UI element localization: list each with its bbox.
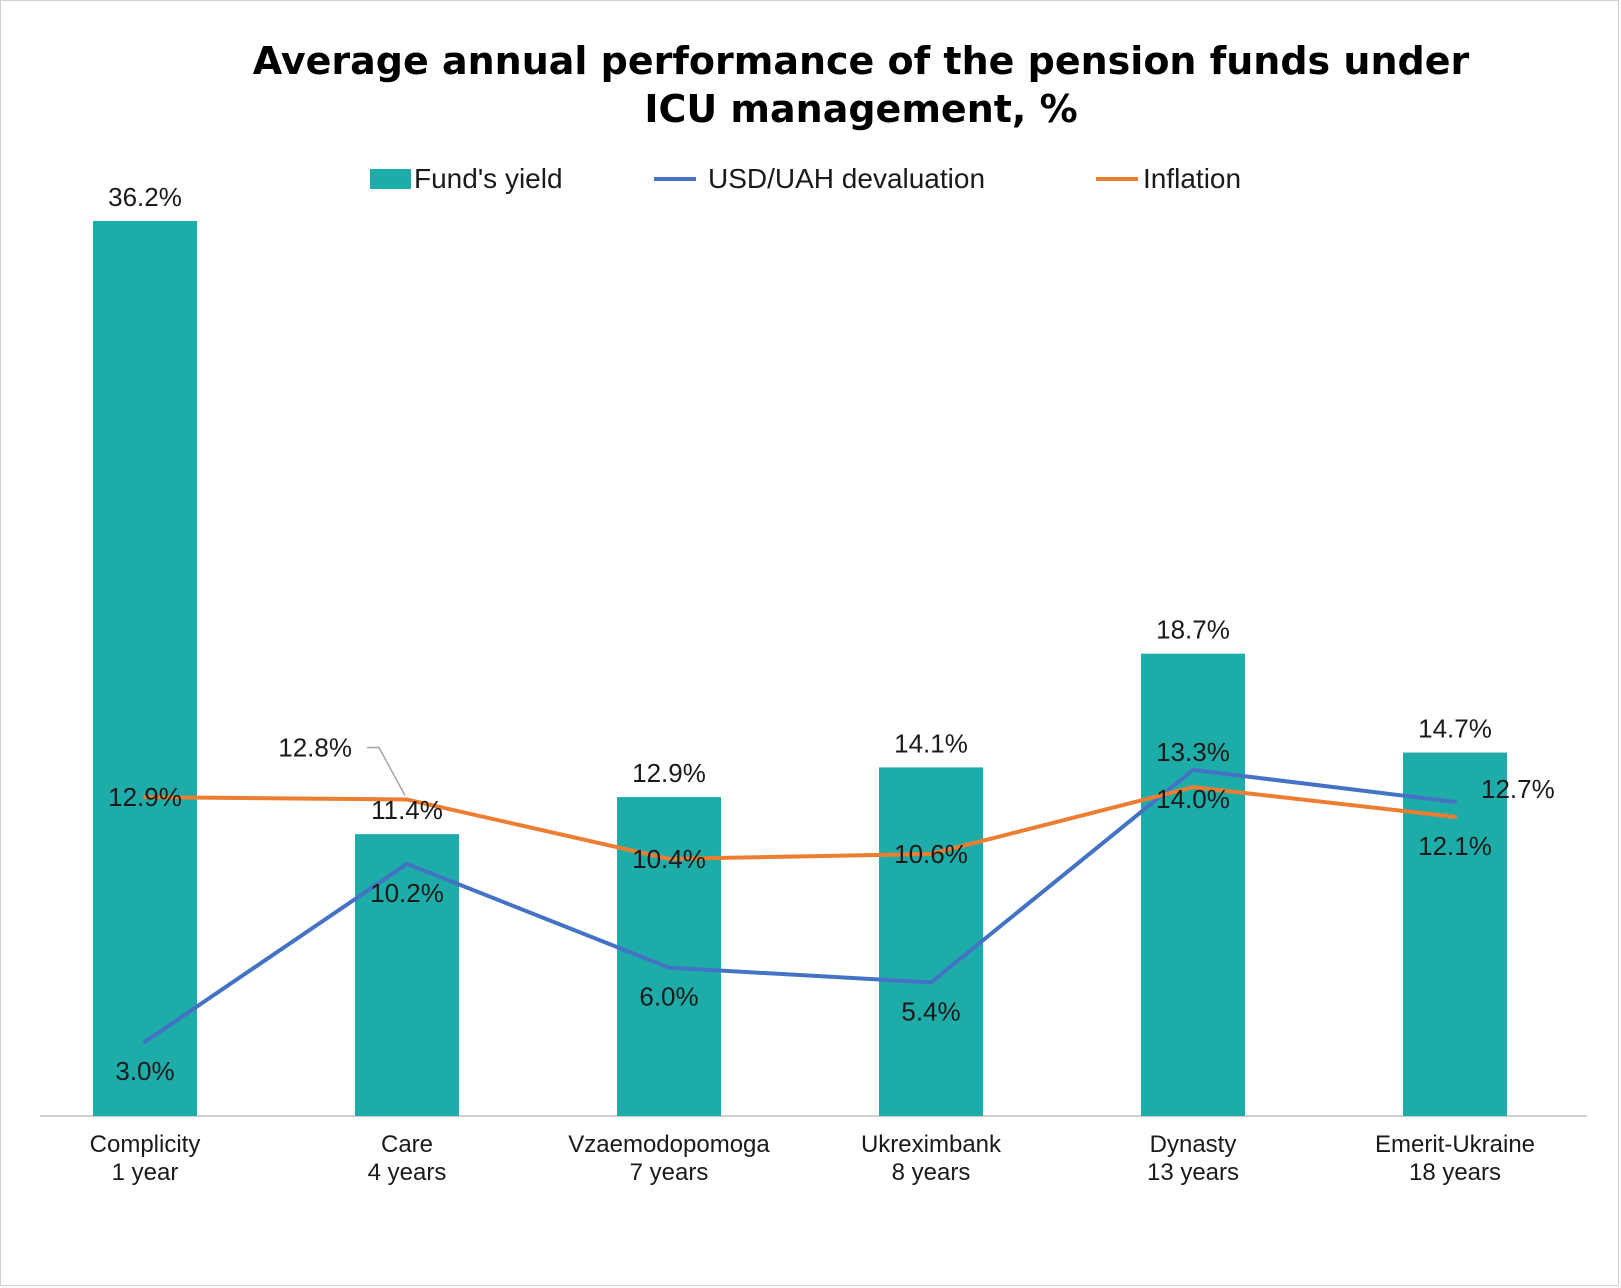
x-tick-fund-age: 8 years — [892, 1159, 971, 1186]
x-tick-fund-age: 1 year — [112, 1159, 179, 1186]
x-tick-label: Complicity 1 year — [90, 1131, 201, 1186]
x-tick-label: Care 4 years — [368, 1131, 447, 1186]
leader-line-inflation-care — [367, 746, 406, 796]
x-tick-label: Ukreximbank 8 years — [861, 1131, 1002, 1186]
bar-funds-yield — [1141, 653, 1245, 1116]
data-labels: 36.2% 11.4% 12.9% 14.1% 18.7% 14.7% 3.0% 10.2% 6… — [108, 182, 1555, 1086]
data-label-usd-uah-devaluation: 10.2% — [370, 878, 444, 908]
bar-funds-yield — [93, 221, 197, 1116]
bar-funds-yield — [1403, 752, 1507, 1116]
x-tick-fund-name: Dynasty — [1150, 1131, 1237, 1158]
data-label-funds-yield: 11.4% — [371, 795, 443, 825]
legend-swatch-funds-yield — [370, 169, 411, 189]
x-tick-fund-name: Complicity — [90, 1131, 201, 1158]
data-label-funds-yield: 14.7% — [1418, 714, 1492, 744]
data-label-usd-uah-devaluation: 5.4% — [901, 996, 960, 1026]
x-tick-label: Vzaemodopomoga 7 years — [568, 1131, 770, 1186]
x-tick-fund-age: 4 years — [368, 1159, 447, 1186]
x-tick-fund-age: 13 years — [1147, 1159, 1239, 1186]
chart-title-line-1: Average annual performance of the pensio… — [252, 39, 1470, 83]
x-tick-fund-name: Ukreximbank — [861, 1131, 1002, 1158]
x-tick-fund-age: 18 years — [1409, 1159, 1501, 1186]
data-label-usd-uah-devaluation: 12.7% — [1481, 774, 1555, 804]
chart-title: Average annual performance of the pensio… — [161, 37, 1561, 133]
data-label-inflation: 12.9% — [108, 782, 182, 812]
bar-series — [93, 221, 1507, 1116]
legend-label-usd-uah-devaluation: USD/UAH devaluation — [708, 163, 985, 194]
data-label-inflation: 12.1% — [1418, 831, 1492, 861]
x-tick-fund-name: Care — [381, 1131, 433, 1158]
legend: Fund's yield USD/UAH devaluation Inflati… — [370, 163, 1241, 194]
line-series — [143, 746, 1457, 1044]
line-usd-uah-devaluation — [143, 767, 1457, 1044]
x-tick-fund-name: Vzaemodopomoga — [568, 1131, 770, 1158]
legend-label-inflation: Inflation — [1143, 163, 1241, 194]
data-label-inflation: 10.4% — [632, 844, 706, 874]
bar-funds-yield — [879, 767, 983, 1116]
data-label-inflation: 10.6% — [894, 839, 968, 869]
x-tick-label: Emerit-Ukraine 18 years — [1375, 1131, 1535, 1186]
data-label-usd-uah-devaluation: 14.0% — [1156, 784, 1230, 814]
data-label-usd-uah-devaluation: 3.0% — [115, 1056, 174, 1086]
legend-label-funds-yield: Fund's yield — [414, 163, 563, 194]
data-label-usd-uah-devaluation: 6.0% — [639, 982, 698, 1012]
chart-title-line-2: ICU management, % — [644, 87, 1078, 131]
x-tick-label: Dynasty 13 years — [1147, 1131, 1239, 1186]
data-label-inflation: 13.3% — [1156, 737, 1230, 767]
data-label-funds-yield: 18.7% — [1156, 615, 1230, 645]
x-tick-fund-age: 7 years — [630, 1159, 709, 1186]
data-label-funds-yield: 36.2% — [108, 182, 182, 212]
data-label-funds-yield: 14.1% — [894, 728, 968, 758]
line-inflation — [143, 785, 1457, 861]
data-label-funds-yield: 12.9% — [632, 758, 706, 788]
x-axis-tick-labels: Complicity 1 year Care 4 years Vzaemodopomog… — [90, 1131, 1535, 1186]
x-tick-fund-name: Emerit-Ukraine — [1375, 1131, 1535, 1158]
bar-funds-yield — [355, 834, 459, 1116]
data-label-inflation: 12.8% — [278, 733, 352, 763]
